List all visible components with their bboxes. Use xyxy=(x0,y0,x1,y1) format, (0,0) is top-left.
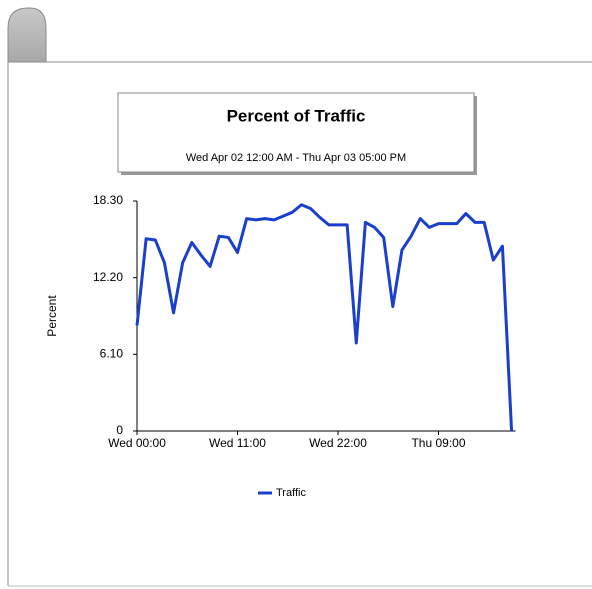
x-tick-label: Wed 00:00 xyxy=(108,436,166,450)
y-tick-label: 6.10 xyxy=(100,347,124,361)
title-box xyxy=(117,92,475,173)
y-tick-label: 0 xyxy=(116,423,123,437)
y-axis-label: Percent xyxy=(45,295,59,337)
legend-label: Traffic xyxy=(276,487,306,499)
chart-subtitle: Wed Apr 02 12:00 AM - Thu Apr 03 05:00 P… xyxy=(186,152,406,164)
data-line xyxy=(135,203,514,432)
tab xyxy=(7,7,47,63)
x-tick-label: Thu 09:00 xyxy=(411,436,465,450)
x-tick-label: Wed 22:00 xyxy=(309,436,367,450)
y-tick-label: 18.30 xyxy=(93,193,123,207)
chart-title: Percent of Traffic xyxy=(227,106,366,125)
y-tick-label: 12.20 xyxy=(93,270,123,284)
x-tick-label: Wed 11:00 xyxy=(209,436,266,450)
